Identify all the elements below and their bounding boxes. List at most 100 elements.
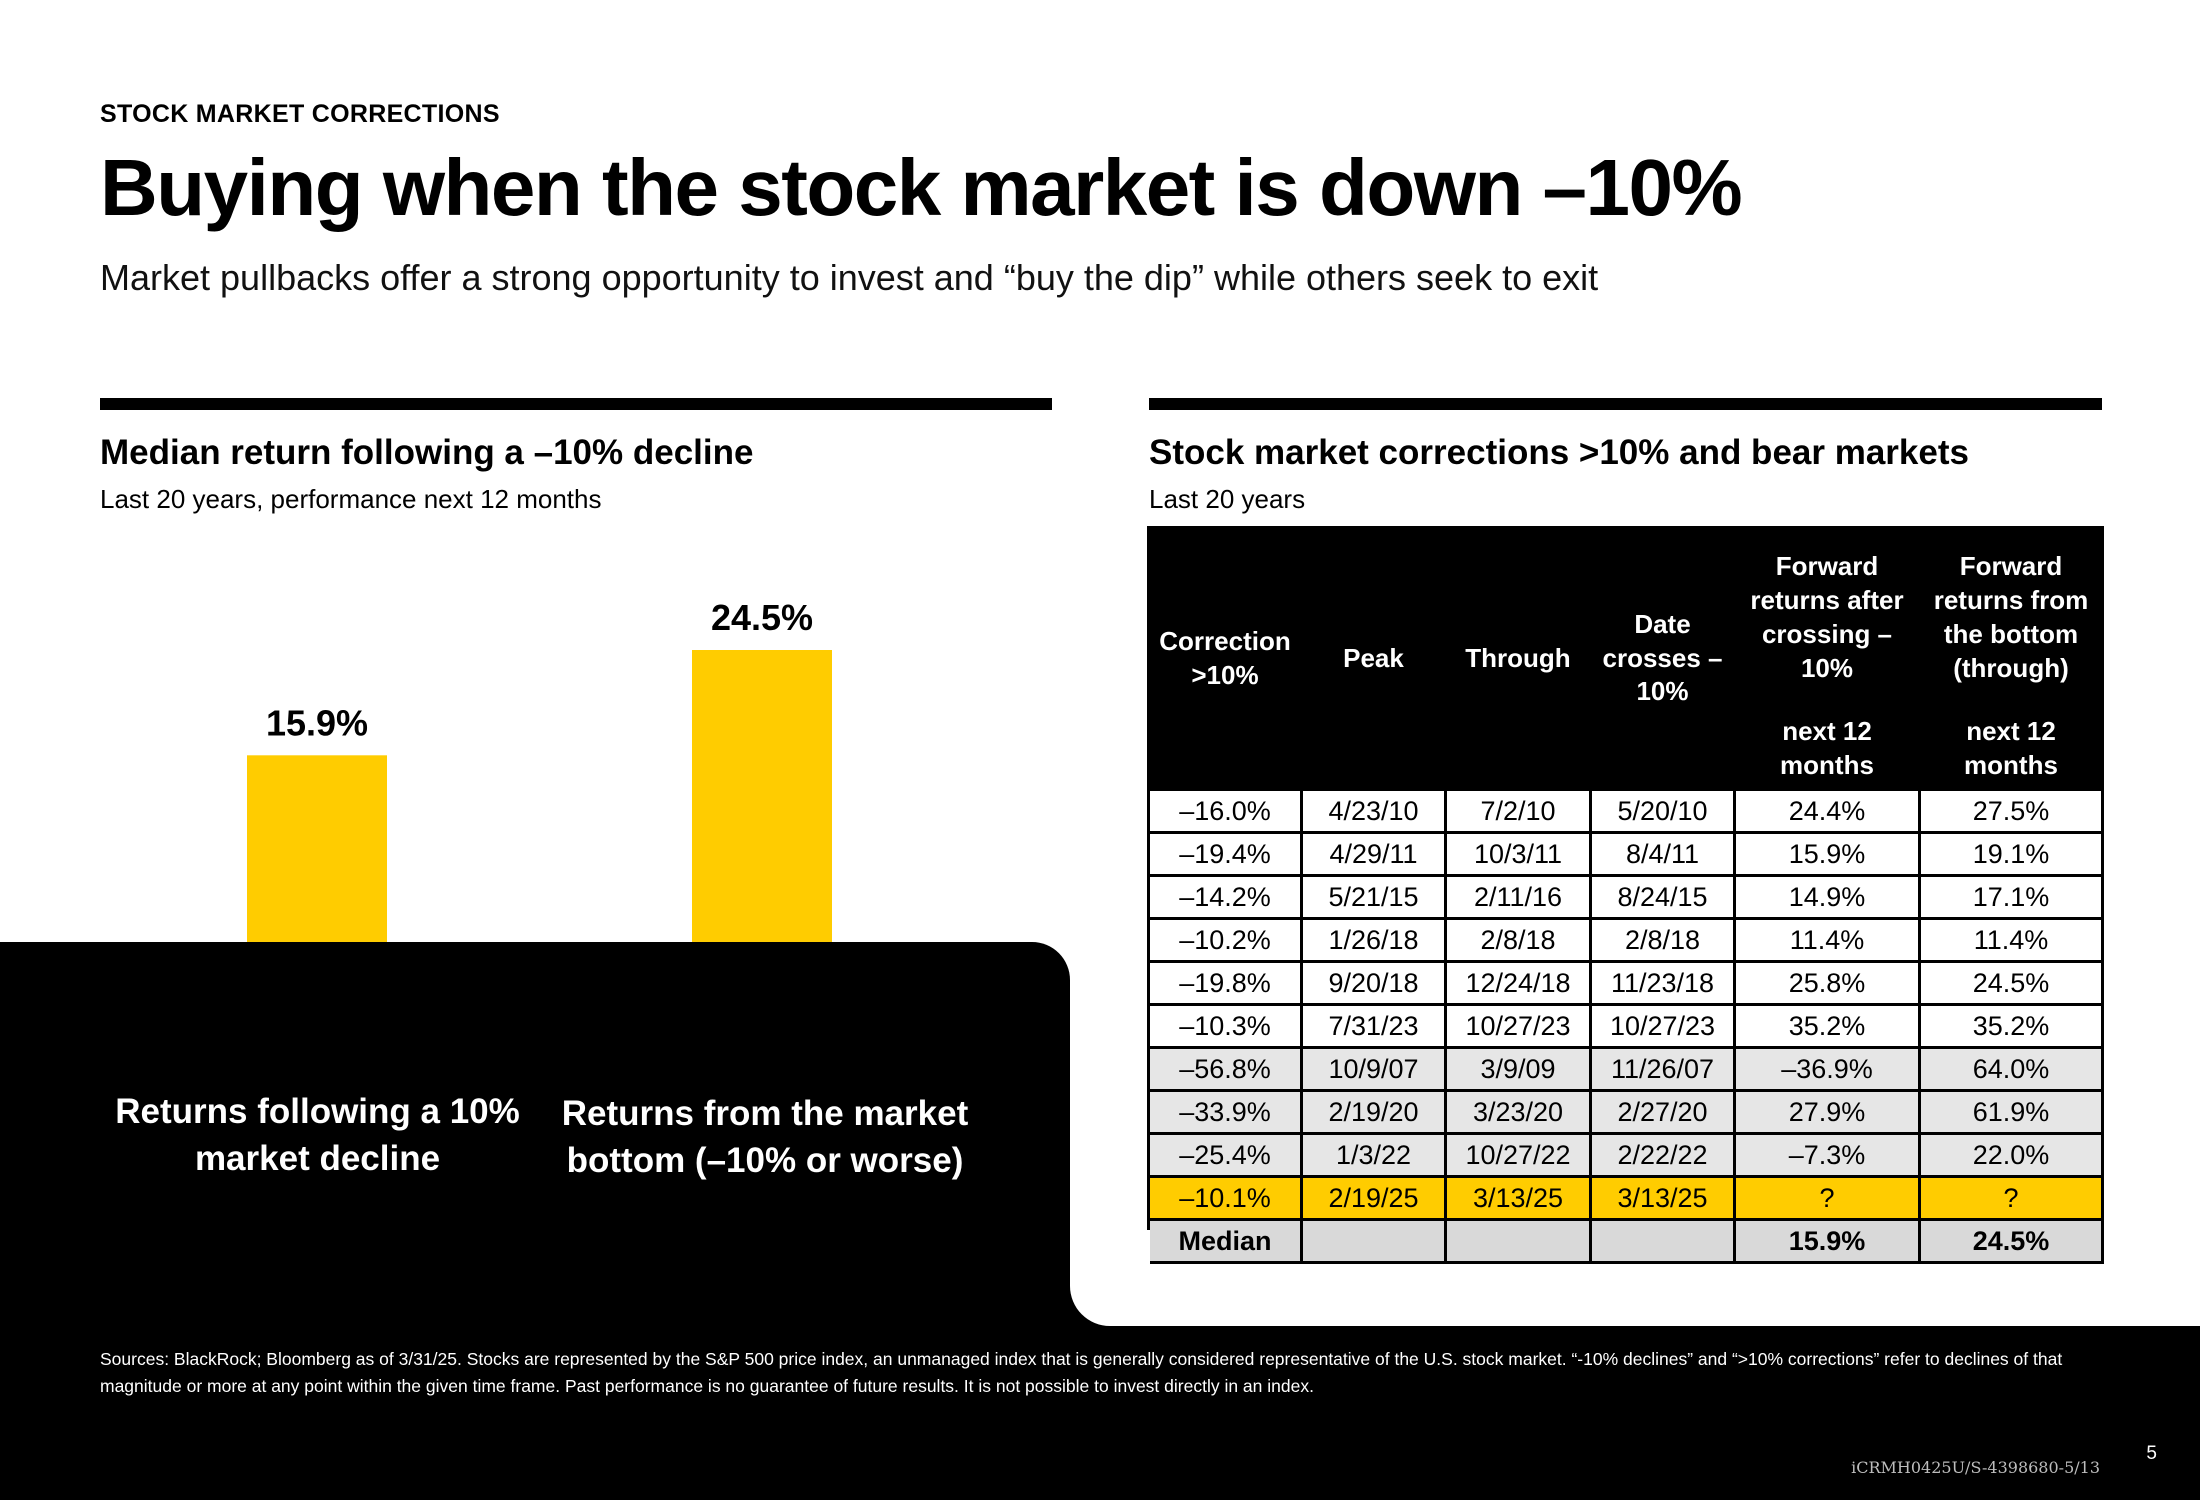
table-cell: ?: [1733, 1175, 1921, 1221]
table-cell: 3/13/25: [1444, 1175, 1592, 1221]
table-cell: 15.9%: [1733, 1218, 1921, 1264]
table-row: –19.8% 9/20/18 12/24/18 11/23/18 25.8% 24.5%: [1147, 960, 2104, 1006]
header-peak: Peak: [1300, 526, 1447, 791]
table-cell: 5/20/10: [1589, 788, 1736, 834]
table-cell: 10/27/23: [1589, 1003, 1736, 1049]
right-panel-rule: [1149, 398, 2102, 410]
table-cell: 4/23/10: [1300, 788, 1447, 834]
table-cell: 11.4%: [1918, 917, 2104, 963]
page-title: Buying when the stock market is down –10…: [100, 143, 1743, 232]
bar-1: [692, 650, 832, 950]
header-date-crosses: Date crosses –10%: [1589, 526, 1736, 791]
page-subtitle: Market pullbacks offer a strong opportun…: [100, 257, 1599, 298]
table-cell: –19.4%: [1147, 831, 1303, 877]
table-row: –10.3% 7/31/23 10/27/23 10/27/23 35.2% 35.2%: [1147, 1003, 2104, 1049]
table-cell: 3/23/20: [1444, 1089, 1592, 1135]
table-cell: 64.0%: [1918, 1046, 2104, 1092]
table-cell: 27.9%: [1733, 1089, 1921, 1135]
table-cell: [1589, 1218, 1736, 1264]
table-cell: 5/21/15: [1300, 874, 1447, 920]
table-cell: 11.4%: [1733, 917, 1921, 963]
header-forward-bottom: Forward returns from the bottom (through…: [1918, 526, 2104, 710]
table-cell: 8/4/11: [1589, 831, 1736, 877]
table-cell: 17.1%: [1918, 874, 2104, 920]
table-cell: 2/8/18: [1444, 917, 1592, 963]
table-cell: 7/31/23: [1300, 1003, 1447, 1049]
table-cell: 61.9%: [1918, 1089, 2104, 1135]
table-cell: 2/19/20: [1300, 1089, 1447, 1135]
table-cell: ?: [1918, 1175, 2104, 1221]
table-cell: –36.9%: [1733, 1046, 1921, 1092]
table-row-current: –10.1% 2/19/25 3/13/25 3/13/25??: [1147, 1175, 2104, 1221]
table-cell: 19.1%: [1918, 831, 2104, 877]
corrections-table: Correction >10% Peak Through Date crosse…: [1147, 526, 2104, 1264]
table-cell: [1444, 1218, 1592, 1264]
left-panel-rule: [100, 398, 1052, 410]
table-cell: 24.5%: [1918, 1218, 2104, 1264]
table-cell: 10/3/11: [1444, 831, 1592, 877]
table-row: –14.2% 5/21/15 2/11/16 8/24/15 14.9% 17.1%: [1147, 874, 2104, 920]
right-panel-subtitle: Last 20 years: [1149, 484, 1306, 514]
table-row: –33.9% 2/19/20 3/23/20 2/27/20 27.9% 61.9%: [1147, 1089, 2104, 1135]
table-cell: 2/11/16: [1444, 874, 1592, 920]
table-cell: –14.2%: [1147, 874, 1303, 920]
left-panel-title: Median return following a –10% decline: [100, 433, 754, 472]
table-cell: 1/26/18: [1300, 917, 1447, 963]
sources-note: Sources: BlackRock; Bloomberg as of 3/31…: [100, 1349, 2063, 1397]
table-cell: –10.3%: [1147, 1003, 1303, 1049]
bar-value-label-1: 24.5%: [711, 597, 813, 638]
table-row: –56.8% 10/9/07 3/9/09 11/26/07 –36.9% 64.0%: [1147, 1046, 2104, 1092]
table-cell: [1300, 1218, 1447, 1264]
table-cell: 2/8/18: [1589, 917, 1736, 963]
table-cell: 14.9%: [1733, 874, 1921, 920]
category-label-bottom: Returns from the market bottom (–10% or …: [561, 1094, 969, 1181]
table-row-median: Median 15.9% 24.5%: [1147, 1218, 2104, 1264]
table-cell: –25.4%: [1147, 1132, 1303, 1178]
table-cell: –10.1%: [1147, 1175, 1303, 1221]
table-row: –10.2% 1/26/18 2/8/18 2/8/18 11.4% 11.4%: [1147, 917, 2104, 963]
table-cell: –10.2%: [1147, 917, 1303, 963]
category-label-decline: Returns following a 10% market decline: [115, 1092, 520, 1179]
table-cell: 4/29/11: [1300, 831, 1447, 877]
table-cell: –56.8%: [1147, 1046, 1303, 1092]
table-cell: 11/26/07: [1589, 1046, 1736, 1092]
table-cell: 2/27/20: [1589, 1089, 1736, 1135]
table-cell: –33.9%: [1147, 1089, 1303, 1135]
table-cell: 24.4%: [1733, 788, 1921, 834]
table-cell: 8/24/15: [1589, 874, 1736, 920]
median-return-bar-chart: 15.9% 24.5%: [247, 597, 832, 950]
bar-0: [247, 755, 387, 950]
eyebrow: STOCK MARKET CORRECTIONS: [100, 100, 500, 128]
table-cell: 15.9%: [1733, 831, 1921, 877]
footer-band: [0, 1326, 2200, 1500]
table-cell: –7.3%: [1733, 1132, 1921, 1178]
header-correction: Correction >10%: [1147, 526, 1303, 791]
table-cell: 2/22/22: [1589, 1132, 1736, 1178]
header-forward-after: Forward returns after crossing –10%: [1733, 526, 1921, 710]
table-cell: Median: [1147, 1218, 1303, 1264]
table-cell: 12/24/18: [1444, 960, 1592, 1006]
chart-label-panel: [0, 942, 1070, 1342]
table-cell: 3/9/09: [1444, 1046, 1592, 1092]
table-cell: 11/23/18: [1589, 960, 1736, 1006]
table-cell: 1/3/22: [1300, 1132, 1447, 1178]
table-cell: 27.5%: [1918, 788, 2104, 834]
table-cell: 7/2/10: [1444, 788, 1592, 834]
table-cell: 10/27/22: [1444, 1132, 1592, 1178]
table-row: –25.4% 1/3/22 10/27/22 2/22/22 –7.3% 22.0%: [1147, 1132, 2104, 1178]
header-period-bottom: next 12 months: [1918, 707, 2104, 791]
table-cell: 10/27/23: [1444, 1003, 1592, 1049]
table-cell: 2/19/25: [1300, 1175, 1447, 1221]
table-cell: 35.2%: [1733, 1003, 1921, 1049]
left-panel-subtitle: Last 20 years, performance next 12 month…: [100, 484, 602, 514]
table-cell: 3/13/25: [1589, 1175, 1736, 1221]
header-period-after: next 12 months: [1733, 707, 1921, 791]
table-cell: 10/9/07: [1300, 1046, 1447, 1092]
table-cell: 22.0%: [1918, 1132, 2104, 1178]
table-cell: 9/20/18: [1300, 960, 1447, 1006]
document-code: iCRMH0425U/S-4398680-5/13: [1851, 1458, 2100, 1477]
panel-connector-curve: [1070, 1230, 1150, 1326]
bar-value-label-0: 15.9%: [266, 702, 368, 743]
table-cell: –16.0%: [1147, 788, 1303, 834]
right-panel-title: Stock market corrections >10% and bear m…: [1149, 433, 1969, 472]
